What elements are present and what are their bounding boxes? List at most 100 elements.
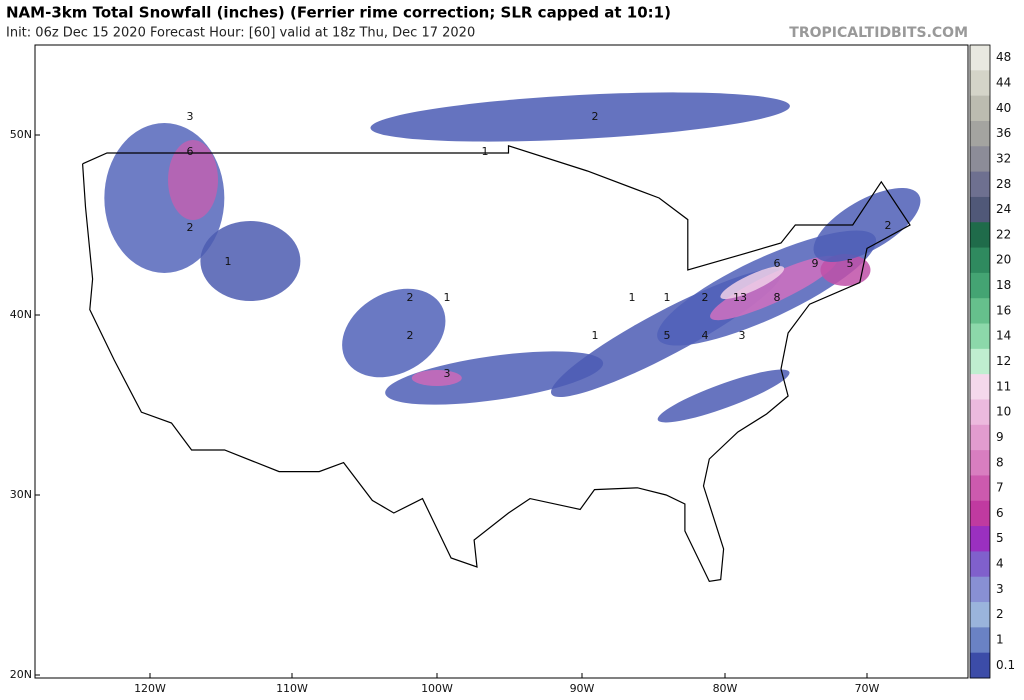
snow-amount: 1 xyxy=(664,291,671,304)
colorbar-label: 18 xyxy=(996,278,1011,292)
snow-amount: 2 xyxy=(187,221,194,234)
colorbar-label: 2 xyxy=(996,607,1004,621)
lat-label: 30N xyxy=(10,488,32,501)
snow-amount: 3 xyxy=(187,110,194,123)
snow-area xyxy=(820,254,871,286)
snow-amount: 2 xyxy=(885,219,892,232)
colorbar-label: 5 xyxy=(996,531,1004,545)
colorbar-segment xyxy=(970,576,990,603)
snow-area xyxy=(342,288,446,378)
snow-amount: 3 xyxy=(739,329,746,342)
colorbar-segment xyxy=(970,551,990,578)
colorbar-segment xyxy=(970,196,990,223)
colorbar-segment xyxy=(970,146,990,173)
lon-label: 110W xyxy=(276,682,308,695)
colorbar-label: 20 xyxy=(996,253,1011,267)
colorbar-label: 1 xyxy=(996,633,1004,647)
lon-label: 120W xyxy=(134,682,166,695)
snow-amount: 3 xyxy=(444,367,451,380)
lon-label: 90W xyxy=(570,682,595,695)
lon-label: 80W xyxy=(713,682,738,695)
colorbar-label: 8 xyxy=(996,455,1004,469)
colorbar-label: 4 xyxy=(996,557,1004,571)
snow-amount: 5 xyxy=(847,257,854,270)
us-outline xyxy=(82,144,911,583)
snow-area xyxy=(710,255,838,321)
snow-amount: 1 xyxy=(482,145,489,158)
snow-area xyxy=(411,370,462,386)
colorbar-segment xyxy=(970,526,990,552)
colorbar-segment xyxy=(970,247,990,274)
colorbar-label: 0.1 xyxy=(996,658,1015,672)
lat-label: 50N xyxy=(10,128,32,141)
colorbar-label: 14 xyxy=(996,329,1011,343)
snow-area xyxy=(168,140,219,220)
snow-area xyxy=(200,221,301,301)
snow-amount: 2 xyxy=(407,329,414,342)
snow-area xyxy=(385,351,604,405)
watermark: TROPICALTIDBITS.COM xyxy=(789,25,968,41)
colorbar-segment xyxy=(970,399,990,426)
title: NAM-3km Total Snowfall (inches) (Ferrier… xyxy=(6,4,671,22)
subtitle: Init: 06z Dec 15 2020 Forecast Hour: [60… xyxy=(6,26,475,41)
colorbar-label: 6 xyxy=(996,506,1004,520)
colorbar-segment xyxy=(970,374,990,400)
snow-amount: 1 xyxy=(629,291,636,304)
colorbar-segment xyxy=(970,171,990,198)
colorbar-segment xyxy=(970,222,990,249)
snow-area xyxy=(720,266,785,300)
colorbar-segment xyxy=(970,475,990,502)
snow-amount: 9 xyxy=(812,257,819,270)
snow-amount: 5 xyxy=(664,329,671,342)
snow-amount: 1 xyxy=(225,255,232,268)
colorbar-label: 32 xyxy=(996,151,1011,165)
colorbar-label: 11 xyxy=(996,379,1011,393)
colorbar-label: 44 xyxy=(996,75,1011,89)
colorbar-segment xyxy=(970,627,990,654)
colorbar-segment xyxy=(970,323,990,350)
colorbar-segment xyxy=(970,70,990,97)
snow-amount: 6 xyxy=(774,257,781,270)
colorbar-frame xyxy=(969,44,991,679)
snow-area xyxy=(657,369,790,423)
colorbar-label: 40 xyxy=(996,101,1011,115)
snow-amount: 1 xyxy=(592,329,599,342)
colorbar-label: 3 xyxy=(996,582,1004,596)
snow-area xyxy=(370,92,790,142)
colorbar-segment xyxy=(970,348,990,375)
colorbar-segment xyxy=(970,652,990,679)
snow-amount: 2 xyxy=(407,291,414,304)
snow-amount: 13 xyxy=(733,291,747,304)
map xyxy=(82,92,921,583)
colorbar-label: 10 xyxy=(996,405,1011,419)
colorbar-label: 48 xyxy=(996,50,1011,64)
snow-amount: 8 xyxy=(774,291,781,304)
colorbar-segment xyxy=(970,298,990,325)
colorbar-segment xyxy=(970,450,990,476)
colorbar-label: 7 xyxy=(996,481,1004,495)
colorbar-label: 12 xyxy=(996,354,1011,368)
colorbar-segment xyxy=(970,120,990,147)
lat-label: 20N xyxy=(10,668,32,681)
snow-amount: 4 xyxy=(702,329,709,342)
colorbar-segment xyxy=(970,272,990,299)
snow-amount: 2 xyxy=(592,110,599,123)
colorbar-segment xyxy=(970,500,990,527)
colorbar-segment xyxy=(970,424,990,451)
colorbar-label: 22 xyxy=(996,227,1011,241)
colorbar-label: 16 xyxy=(996,303,1011,317)
colorbar-label: 36 xyxy=(996,126,1011,140)
snow-amount: 2 xyxy=(702,291,709,304)
colorbar-segment xyxy=(970,95,990,122)
lon-label: 70W xyxy=(855,682,880,695)
colorbar-label: 28 xyxy=(996,177,1011,191)
colorbar-label: 24 xyxy=(996,202,1011,216)
snow-area xyxy=(813,188,921,262)
snow-amount: 1 xyxy=(444,291,451,304)
lon-label: 100W xyxy=(421,682,453,695)
lat-label: 40N xyxy=(10,308,32,321)
snow-amount: 6 xyxy=(187,145,194,158)
colorbar-label: 9 xyxy=(996,430,1004,444)
colorbar-segment xyxy=(970,45,990,71)
